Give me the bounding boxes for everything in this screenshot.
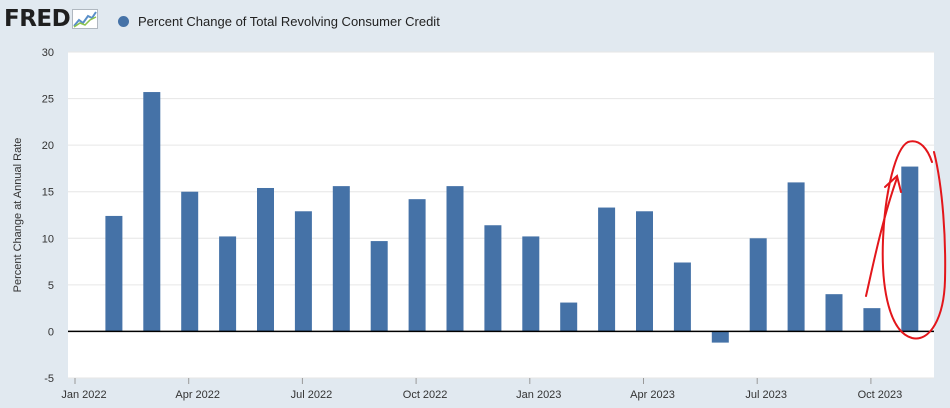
x-tick-label: Apr 2022	[175, 389, 220, 401]
bar[interactable]	[901, 166, 919, 332]
bar[interactable]	[294, 211, 312, 332]
y-tick-label: 20	[42, 140, 54, 152]
x-tick-label: Jul 2023	[745, 389, 787, 401]
bar[interactable]	[257, 187, 274, 332]
y-tick-label: 5	[48, 280, 54, 292]
logo-text: FRED	[4, 6, 71, 32]
y-tick-label: 25	[42, 94, 54, 106]
bar[interactable]	[787, 182, 805, 332]
bar[interactable]	[598, 207, 616, 332]
x-tick-label: Apr 2023	[630, 389, 675, 401]
bar[interactable]	[219, 236, 237, 332]
bar[interactable]	[636, 211, 653, 332]
bar[interactable]	[143, 92, 161, 332]
x-tick-label: Jul 2022	[291, 389, 333, 401]
annotation-arrowhead	[884, 174, 902, 193]
bar[interactable]	[522, 236, 540, 332]
legend[interactable]: Percent Change of Total Revolving Consum…	[118, 14, 440, 29]
annotation-circle	[881, 140, 947, 340]
logo-chart-icon	[72, 9, 99, 29]
hand-drawn-annotation	[865, 140, 947, 340]
bar[interactable]	[825, 294, 843, 332]
legend-label: Percent Change of Total Revolving Consum…	[138, 14, 440, 29]
bar[interactable]	[332, 186, 350, 332]
x-tick-label: Oct 2022	[403, 389, 448, 401]
y-tick-label: 0	[48, 326, 54, 338]
y-axis-ticks: -5 0 5 10 15 20 25 30	[42, 47, 54, 385]
bar[interactable]	[749, 238, 767, 332]
x-tick-label: Jan 2023	[516, 389, 561, 401]
bar[interactable]	[560, 302, 578, 332]
bar[interactable]	[181, 191, 199, 332]
annotation-arrow-shaft	[865, 177, 898, 297]
bar[interactable]	[673, 262, 691, 332]
bar[interactable]	[105, 215, 123, 332]
bars	[105, 92, 919, 343]
x-axis-ticks: Jan 2022 Apr 2022 Jul 2022 Oct 2022 Jan 2023…	[61, 378, 902, 401]
bar[interactable]	[711, 331, 729, 343]
bar[interactable]	[370, 241, 388, 332]
bar[interactable]	[484, 225, 502, 332]
fred-logo[interactable]: FRED	[4, 6, 99, 32]
x-tick-label: Jan 2022	[61, 389, 106, 401]
y-tick-label: -5	[44, 373, 54, 385]
chart-header: FRED Percent Change of Total Revolving C…	[0, 0, 950, 44]
y-tick-label: 15	[42, 187, 54, 199]
bar[interactable]	[408, 199, 426, 332]
y-axis-label: Percent Change at Annual Rate	[12, 138, 24, 293]
legend-marker	[118, 16, 129, 27]
bar[interactable]	[863, 308, 881, 332]
bar[interactable]	[446, 186, 464, 332]
y-tick-label: 30	[42, 47, 54, 59]
y-tick-label: 10	[42, 233, 54, 245]
x-tick-label: Oct 2023	[858, 389, 903, 401]
